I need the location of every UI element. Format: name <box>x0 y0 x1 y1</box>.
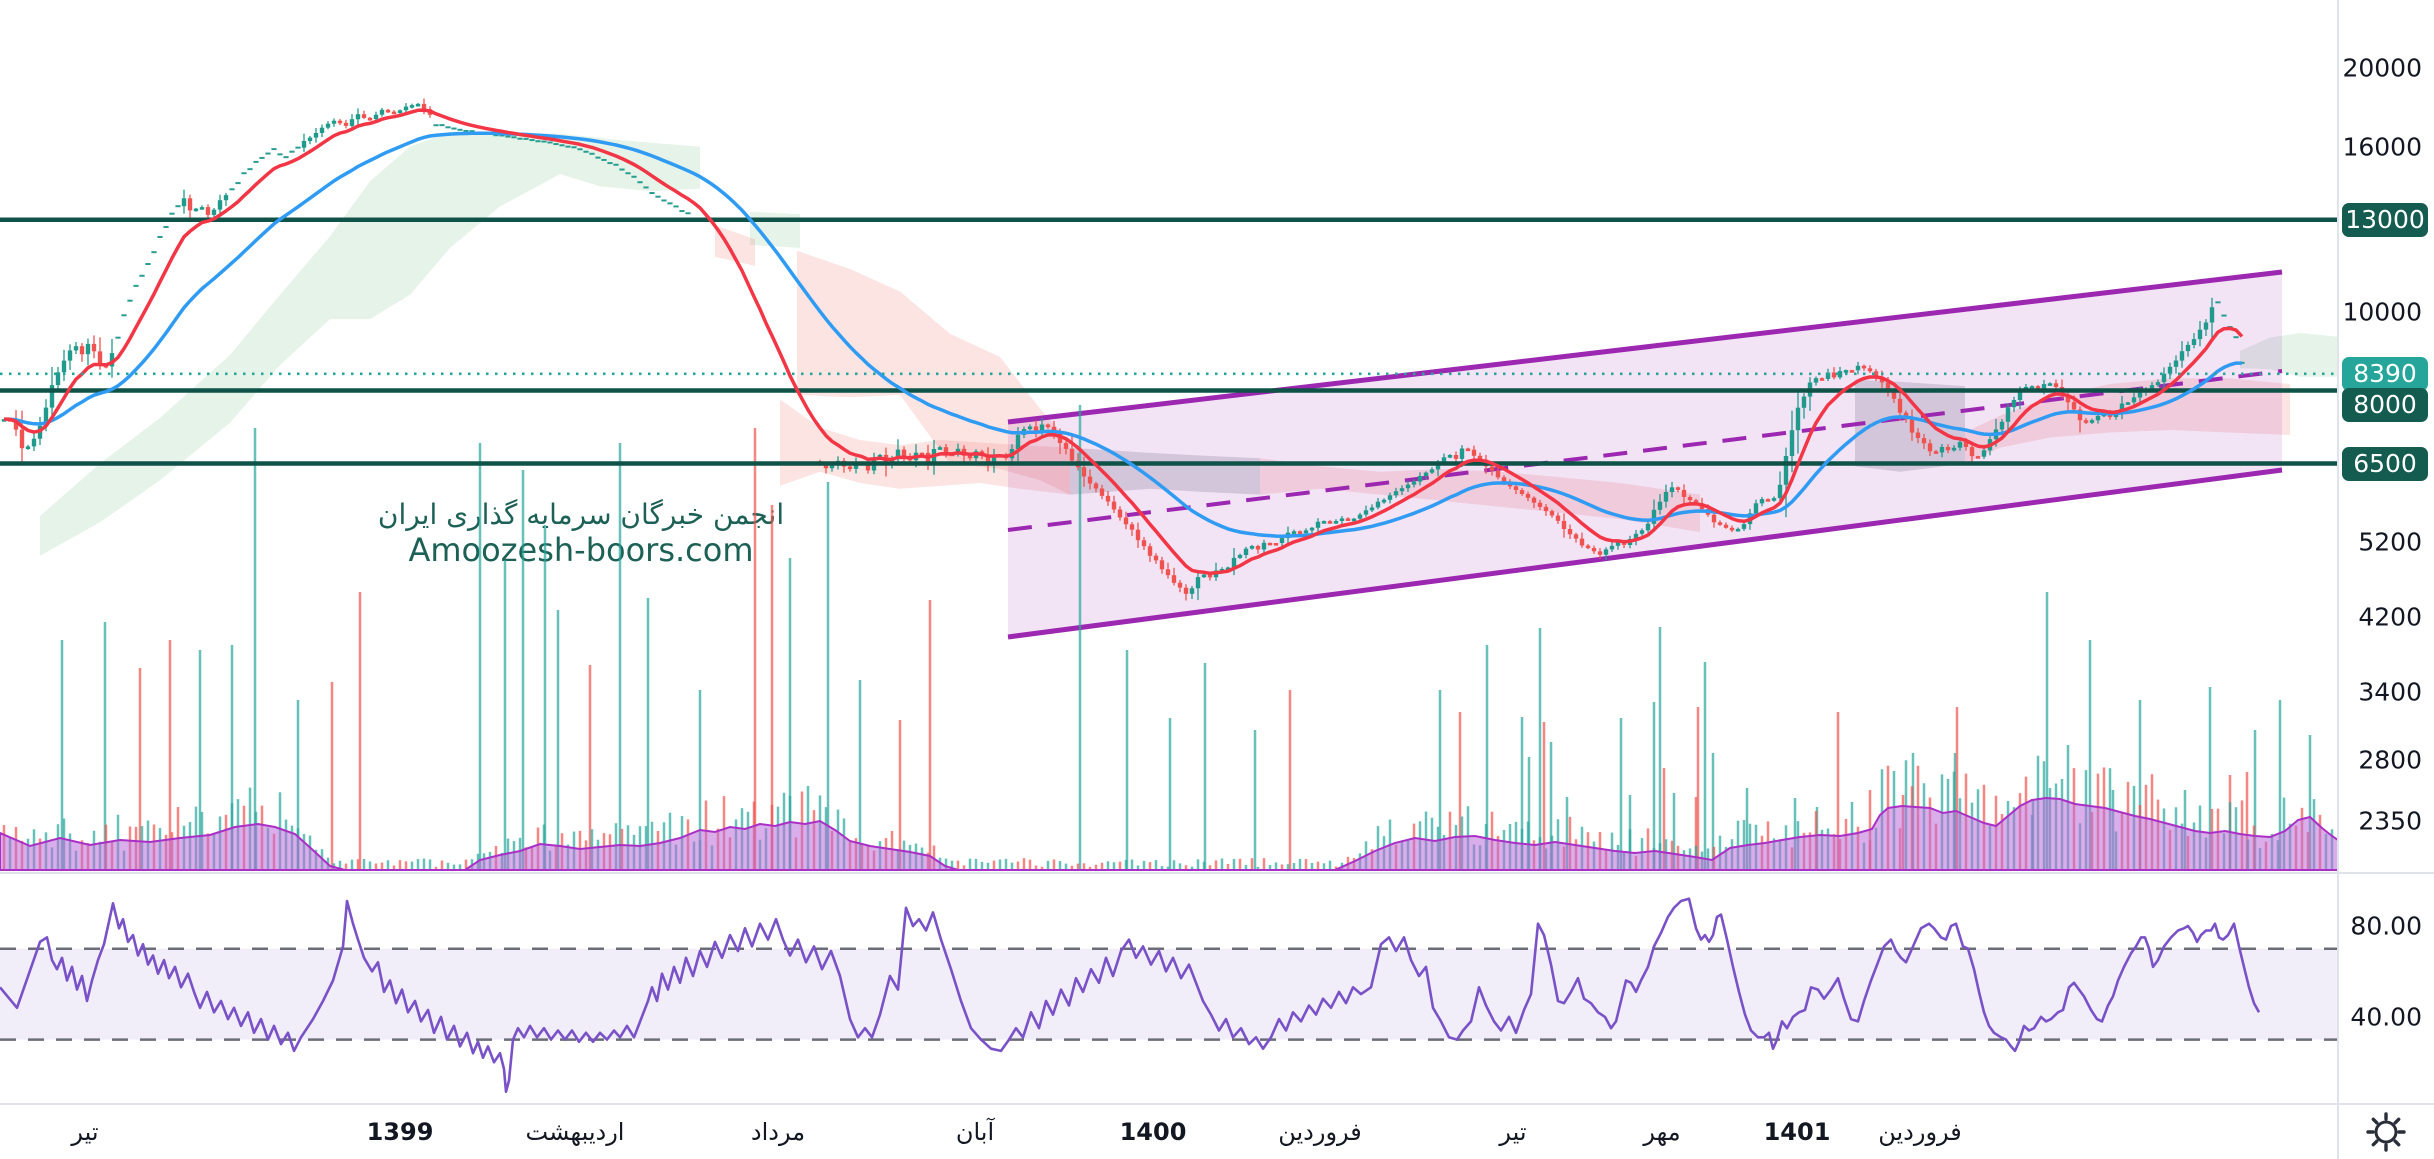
trend-channel <box>1007 269 2283 640</box>
horizontal-levels <box>0 217 2338 466</box>
price-scale[interactable]: 20000 16000 13000 10000 8390 8000 6500 5200 4200… <box>2338 0 2434 1104</box>
time-tick-label: فروردین <box>1278 1117 1362 1146</box>
price-tick-label: 20000 <box>2342 53 2422 83</box>
price-tick-label: 3400 <box>2358 677 2422 707</box>
time-tick-label: 1400 <box>1119 1117 1187 1146</box>
price-tick-label: 2800 <box>2358 745 2422 775</box>
watermark: انجمن خبرگان سرمایه گذاری ایران Amoozesh… <box>281 498 881 568</box>
time-tick-label: اردیبهشت <box>525 1117 625 1146</box>
price-badge: 8000 <box>2342 388 2428 422</box>
price-badge: 6500 <box>2342 447 2428 481</box>
time-tick-label: فروردین <box>1878 1117 1962 1146</box>
rsi-tick-label: 80.00 <box>2350 911 2422 941</box>
price-tick-label: 5200 <box>2358 527 2422 557</box>
volume-overlay <box>0 405 2339 871</box>
time-tick-label: تیر <box>71 1117 99 1146</box>
moving-averages <box>3 108 2244 576</box>
time-tick-label: آبان <box>955 1117 995 1146</box>
time-tick-label: مرداد <box>750 1117 806 1146</box>
price-tick-label: 4200 <box>2358 602 2422 632</box>
settings-gear-icon[interactable] <box>2363 1110 2409 1154</box>
time-tick-label: 1399 <box>366 1117 434 1146</box>
time-tick-label: مهر <box>1643 1117 1681 1146</box>
time-scale[interactable]: تیر 1399 اردیبهشت مرداد آبان 1400 فروردین تیر مه… <box>0 1104 2434 1159</box>
price-badge: 13000 <box>2342 203 2428 237</box>
rsi-pane <box>0 897 2338 1094</box>
price-badge: 8390 <box>2342 357 2428 391</box>
time-tick-label: 1401 <box>1763 1117 1831 1146</box>
watermark-line-en: Amoozesh-boors.com <box>408 531 754 569</box>
price-tick-label: 10000 <box>2342 297 2422 327</box>
price-tick-label: 16000 <box>2342 132 2422 162</box>
rsi-tick-label: 40.00 <box>2350 1002 2422 1032</box>
watermark-line-fa: انجمن خبرگان سرمایه گذاری ایران <box>377 498 785 531</box>
time-tick-label: تیر <box>1499 1117 1527 1146</box>
price-tick-label: 2350 <box>2358 806 2422 836</box>
